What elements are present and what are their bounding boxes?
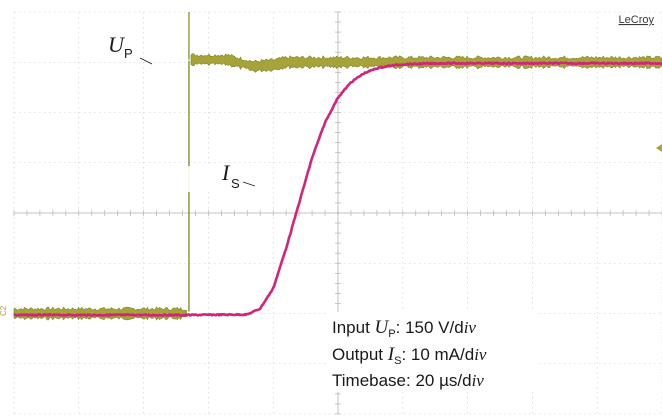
brand-logo-text: LeCroy — [619, 14, 655, 26]
series-is-line — [13, 61, 662, 317]
series-up-band-pre — [13, 306, 187, 321]
series-label-is-main: I — [221, 160, 231, 185]
annotation-timebase: Timebase: 20 µs/div — [332, 371, 484, 390]
annotation-input: Input UP: 150 V/div — [332, 317, 476, 340]
series-label-up-main: U — [108, 32, 126, 57]
series-label-up-sub: P — [124, 46, 133, 61]
annotation-output: Output IS: 10 mA/div — [332, 344, 487, 367]
series-label-up: U P — [104, 30, 153, 65]
trigger-level-marker — [656, 144, 662, 152]
series-label-is: I S — [170, 160, 256, 192]
channel-marker: C2 — [0, 305, 8, 316]
series-label-is-sub: S — [231, 176, 240, 191]
settings-readout: Input UP: 150 V/div Output IS: 10 mA/div… — [328, 312, 538, 392]
traces — [13, 12, 662, 321]
